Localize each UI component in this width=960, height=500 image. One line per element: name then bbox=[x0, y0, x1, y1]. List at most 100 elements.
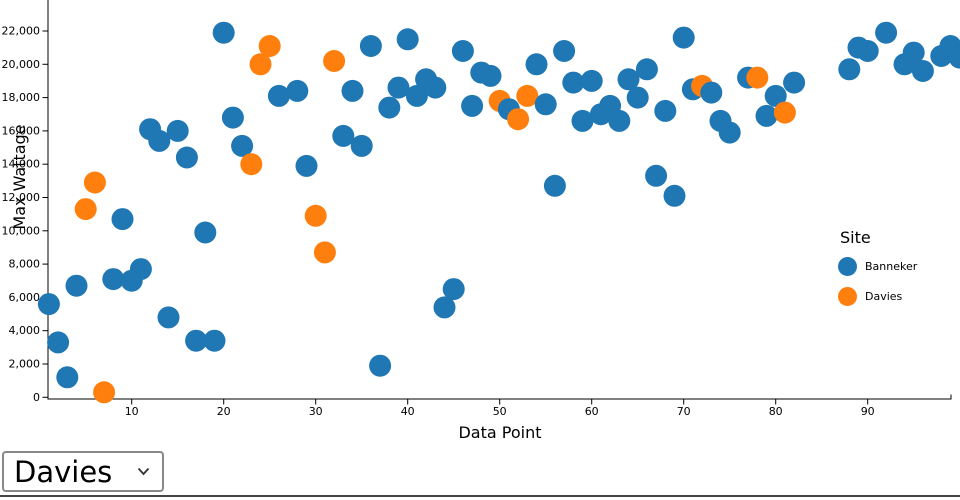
data-point-banneker bbox=[948, 46, 960, 69]
y-axis-tick-label: 18,000 bbox=[2, 91, 41, 104]
data-point-banneker bbox=[580, 69, 603, 92]
data-point-banneker bbox=[129, 258, 152, 281]
data-point-banneker bbox=[148, 129, 171, 152]
data-point-banneker bbox=[267, 84, 290, 107]
data-point-banneker bbox=[350, 134, 373, 157]
x-axis-tick-label: 50 bbox=[493, 405, 507, 418]
data-point-banneker bbox=[387, 76, 410, 99]
data-point-banneker bbox=[461, 94, 484, 117]
data-point-banneker bbox=[902, 41, 925, 64]
data-point-banneker bbox=[341, 79, 364, 102]
data-point-davies bbox=[83, 171, 106, 194]
data-point-banneker bbox=[451, 40, 474, 62]
y-axis-tick-label: 12,000 bbox=[2, 191, 41, 204]
davies-swatch-icon bbox=[838, 287, 857, 306]
data-point-banneker bbox=[635, 58, 658, 81]
x-axis-tick-label: 10 bbox=[125, 405, 139, 418]
scatter-plot: 0 2,000 4,000 6,000 8,000 10,000 12,000 14,000 1… bbox=[2, 0, 960, 418]
data-point-banneker bbox=[295, 154, 318, 177]
data-point-davies bbox=[773, 101, 796, 124]
y-axis-tick-label: 0 bbox=[33, 391, 40, 404]
banneker-swatch-icon bbox=[838, 257, 857, 276]
data-point-davies bbox=[516, 84, 539, 107]
data-point-banneker bbox=[875, 21, 898, 44]
legend-item-label: Davies bbox=[865, 290, 903, 303]
data-point-banneker bbox=[783, 71, 806, 94]
legend-title: Site bbox=[840, 228, 871, 247]
data-point-banneker bbox=[212, 21, 235, 44]
data-point-banneker bbox=[359, 35, 382, 57]
y-axis-tick-label: 6,000 bbox=[9, 291, 41, 304]
data-point-banneker bbox=[424, 76, 447, 99]
y-axis-tick-label: 22,000 bbox=[2, 24, 41, 37]
y-axis-tick-label: 8,000 bbox=[9, 258, 41, 271]
data-point-banneker bbox=[838, 58, 861, 81]
data-point-banneker bbox=[856, 40, 879, 62]
data-point-davies bbox=[323, 50, 346, 72]
data-point-banneker bbox=[175, 146, 198, 169]
data-point-banneker bbox=[700, 81, 723, 104]
data-point-banneker bbox=[755, 104, 778, 127]
data-point-banneker bbox=[543, 174, 566, 197]
data-point-banneker bbox=[525, 53, 548, 76]
data-point-davies bbox=[93, 381, 116, 404]
data-point-banneker bbox=[663, 184, 686, 207]
data-point-davies bbox=[240, 153, 263, 176]
data-point-banneker bbox=[764, 84, 787, 107]
data-point-banneker bbox=[479, 64, 502, 87]
data-point-davies bbox=[507, 108, 530, 131]
data-point-banneker bbox=[534, 93, 557, 116]
data-point-banneker bbox=[378, 96, 401, 119]
data-point-banneker bbox=[56, 366, 79, 389]
legend: Site Banneker Davies bbox=[838, 228, 917, 317]
x-axis-tick-label: 40 bbox=[401, 405, 415, 418]
y-axis-tick-label: 4,000 bbox=[9, 324, 41, 337]
y-axis-tick-label: 2,000 bbox=[9, 357, 41, 370]
data-point-banneker bbox=[221, 106, 244, 129]
legend-item-banneker: Banneker bbox=[838, 257, 917, 276]
x-axis-tick-label: 80 bbox=[769, 405, 783, 418]
x-axis-tick-label: 30 bbox=[309, 405, 323, 418]
data-point-davies bbox=[304, 204, 327, 227]
data-point-banneker bbox=[231, 134, 254, 157]
data-point-banneker bbox=[166, 119, 189, 142]
data-point-banneker bbox=[369, 354, 392, 377]
data-point-banneker bbox=[672, 26, 695, 49]
data-point-banneker bbox=[102, 268, 125, 291]
data-point-banneker bbox=[626, 86, 649, 109]
x-axis-tick-label: 20 bbox=[217, 405, 231, 418]
data-point-banneker bbox=[608, 109, 631, 132]
data-point-banneker bbox=[65, 274, 88, 297]
data-point-banneker bbox=[157, 306, 180, 329]
data-point-banneker bbox=[645, 164, 668, 187]
legend-item-davies: Davies bbox=[838, 287, 917, 306]
data-point-banneker bbox=[617, 68, 640, 91]
data-point-banneker bbox=[194, 221, 217, 244]
data-point-banneker bbox=[911, 60, 934, 82]
chevron-down-icon bbox=[137, 467, 150, 476]
data-point-banneker bbox=[571, 109, 594, 132]
data-point-banneker bbox=[332, 124, 355, 147]
data-point-banneker bbox=[553, 40, 576, 62]
data-point-banneker bbox=[433, 296, 456, 319]
y-axis-tick-label: 14,000 bbox=[2, 158, 41, 171]
section-divider bbox=[0, 495, 960, 497]
site-select-value: Davies bbox=[14, 454, 113, 489]
y-axis-title: Max Wattage bbox=[10, 124, 29, 230]
data-point-banneker bbox=[47, 331, 70, 354]
data-point-banneker bbox=[111, 208, 134, 231]
data-point-banneker bbox=[185, 329, 208, 352]
x-axis-tick-label: 60 bbox=[585, 405, 599, 418]
x-axis-title: Data Point bbox=[458, 423, 542, 442]
legend-item-label: Banneker bbox=[865, 260, 918, 273]
data-point-davies bbox=[74, 198, 97, 221]
x-axis-tick-label: 70 bbox=[677, 405, 691, 418]
data-point-davies bbox=[258, 35, 281, 57]
data-point-banneker bbox=[203, 329, 226, 352]
data-point-davies bbox=[249, 53, 272, 76]
y-axis-tick-label: 10,000 bbox=[2, 224, 41, 237]
site-select[interactable]: Davies bbox=[2, 451, 164, 492]
data-point-banneker bbox=[286, 79, 309, 102]
data-point-banneker bbox=[718, 121, 741, 144]
